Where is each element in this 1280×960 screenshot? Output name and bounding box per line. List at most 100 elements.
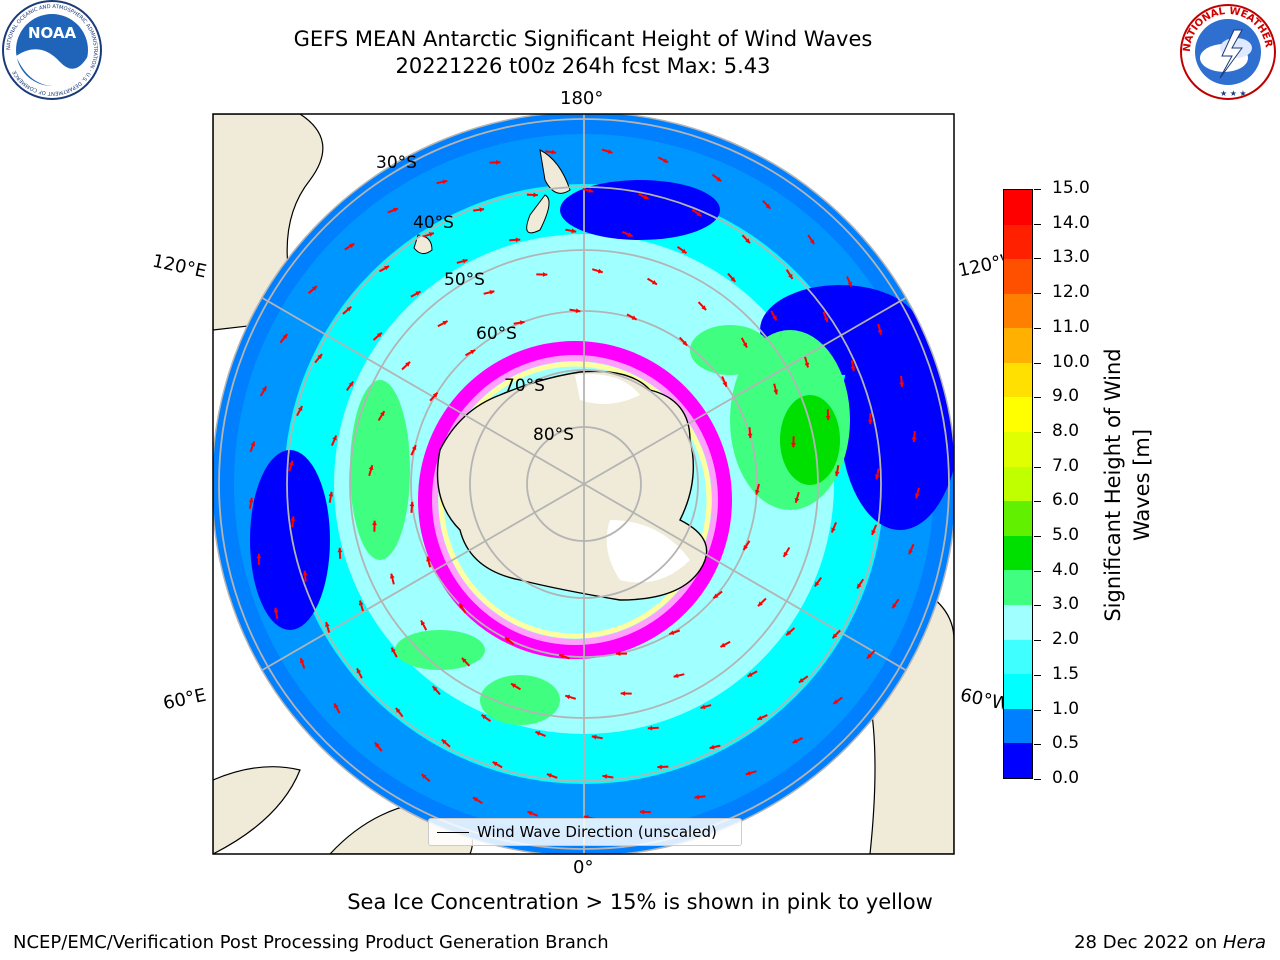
colorbar-tick-label: 8.0 xyxy=(1052,420,1080,441)
colorbar-tick-label: 6.0 xyxy=(1052,490,1080,511)
wave-arrow-head xyxy=(256,553,262,559)
colorbar-segment xyxy=(1004,570,1032,606)
colorbar-tick xyxy=(1034,640,1041,642)
colorbar-tick xyxy=(1034,779,1041,780)
wave-arrow-head xyxy=(602,774,608,779)
wave-arrow-head xyxy=(657,764,662,770)
wave-arrow-head xyxy=(847,281,852,287)
lon-label-180: 180° xyxy=(560,88,604,109)
wave-arrow-head xyxy=(834,471,840,477)
lat-label-80s: 80°S xyxy=(533,425,574,445)
wave-arrow-head xyxy=(857,583,862,589)
wave-arrow-head xyxy=(911,437,917,443)
wave-arrow-head xyxy=(384,265,390,271)
wave-arrow-head xyxy=(720,642,726,647)
wave-arrow-head xyxy=(588,188,594,193)
wave-arrow-head xyxy=(908,549,913,555)
wave-arrow-head xyxy=(669,630,675,635)
wave-arrow-head xyxy=(470,350,476,355)
lat-label-70s: 70°S xyxy=(504,376,545,396)
wave-arrow-head xyxy=(459,603,464,609)
wave-arrow-head xyxy=(542,272,548,277)
colorbar-tick xyxy=(1034,674,1041,676)
wave-arrow-head xyxy=(505,637,510,643)
wave-arrow-head xyxy=(620,691,626,696)
wave-arrow-head xyxy=(809,239,815,245)
colorbar-tick xyxy=(1034,362,1041,364)
colorbar-tick xyxy=(1034,397,1041,399)
wave-arrow-head xyxy=(643,194,649,200)
wave-arrow-head xyxy=(442,321,448,326)
wave-arrow-head xyxy=(700,704,706,710)
colorbar-tick-label: 14.0 xyxy=(1052,212,1090,233)
wave-arrow-head xyxy=(405,361,411,367)
colorbar-segment xyxy=(1004,189,1032,225)
wave-arrow-head xyxy=(395,707,401,713)
wave-arrow-head xyxy=(533,192,538,198)
lat-label-30s: 30°S xyxy=(376,153,417,173)
colorbar-tick-label: 4.0 xyxy=(1052,559,1080,580)
wave-arrow-head xyxy=(571,228,577,234)
colorbar-segment xyxy=(1004,432,1032,467)
wave-arrow-head xyxy=(730,276,736,282)
lat-label-40s: 40°S xyxy=(413,213,454,233)
wave-arrow-head xyxy=(823,317,829,323)
lat-label-50s: 50°S xyxy=(444,270,485,290)
colorbar-segment xyxy=(1004,328,1032,363)
wave-arrow-head xyxy=(461,657,467,663)
colorbar-segment xyxy=(1004,259,1032,294)
wave-arrow-head xyxy=(290,516,296,521)
wave-arrow-head xyxy=(745,770,751,776)
wave-arrow-head xyxy=(337,547,343,553)
wave-arrow-head xyxy=(261,386,267,392)
wave-arrow-head xyxy=(877,329,883,335)
colorbar-tick-label: 5.0 xyxy=(1052,525,1080,546)
noaa-logo: NOAA NATIONAL OCEANIC AND ATMOSPHERIC AD… xyxy=(2,0,102,100)
colorbar-segment xyxy=(1004,293,1032,329)
wave-arrow-head xyxy=(713,593,719,599)
wave-arrow-head xyxy=(432,392,438,398)
wave-arrow-head xyxy=(871,529,876,535)
wave-arrow-head xyxy=(462,258,468,264)
wave-arrow-head xyxy=(248,497,254,503)
wave-arrow-head xyxy=(701,305,707,311)
wave-arrow-head xyxy=(850,366,856,372)
colorbar-tick-label: 7.0 xyxy=(1052,455,1080,476)
colorbar-segment xyxy=(1004,708,1032,744)
colorbar-tick-label: 10.0 xyxy=(1052,351,1090,372)
wave-arrow-head xyxy=(546,773,552,778)
colorbar-tick-label: 13.0 xyxy=(1052,247,1090,268)
wave-arrow-head xyxy=(794,497,800,503)
noaa-logo-text: NOAA xyxy=(28,24,77,42)
footer-date: 28 Dec 2022 on Hera xyxy=(1074,932,1266,953)
wave-arrow-head xyxy=(421,774,427,779)
wave-arrow-head xyxy=(496,159,501,165)
colorbar-tick-label: 15.0 xyxy=(1052,178,1090,198)
wave-arrow-head xyxy=(791,442,796,448)
wave-arrow-head xyxy=(867,419,873,425)
colorbar-tick-label: 12.0 xyxy=(1052,282,1090,303)
wave-arrow-head xyxy=(607,149,613,154)
colorbar-segment xyxy=(1004,224,1032,260)
colorbar-tick xyxy=(1034,501,1041,503)
colorbar-segment xyxy=(1004,397,1032,433)
colorbar-tick-label: 9.0 xyxy=(1052,386,1080,407)
wave-arrow-head xyxy=(832,633,838,639)
colorbar-tick xyxy=(1034,189,1041,190)
colorbar-tick-label: 1.5 xyxy=(1052,663,1080,684)
wave-arrow-head xyxy=(639,809,645,815)
wave-arrow-head xyxy=(773,389,779,395)
wave-arrow-head xyxy=(914,493,920,499)
wave-arrow-head xyxy=(349,243,355,249)
map-legend: Wind Wave Direction (unscaled) xyxy=(428,818,742,846)
wave-arrow-head xyxy=(565,694,571,700)
wave-arrow-head xyxy=(299,658,305,663)
wave-arrow-head xyxy=(747,433,753,439)
wave-arrow-head xyxy=(288,460,294,466)
wave-arrow-head xyxy=(825,415,831,421)
colorbar-tick xyxy=(1034,570,1041,572)
wave-arrow-head xyxy=(765,203,771,209)
wave-arrow-head xyxy=(742,342,747,348)
wave-arrow-head xyxy=(421,620,426,626)
